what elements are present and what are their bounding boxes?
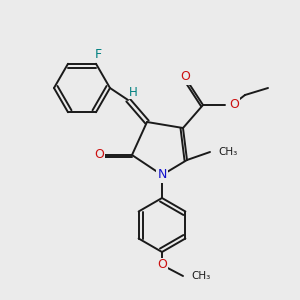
Text: N: N: [157, 169, 167, 182]
Text: F: F: [94, 48, 102, 61]
Text: CH₃: CH₃: [191, 271, 210, 281]
Text: O: O: [180, 70, 190, 83]
Text: O: O: [94, 148, 104, 161]
Text: O: O: [229, 98, 239, 110]
Text: CH₃: CH₃: [218, 147, 237, 157]
Text: H: H: [129, 85, 137, 98]
Text: O: O: [157, 259, 167, 272]
